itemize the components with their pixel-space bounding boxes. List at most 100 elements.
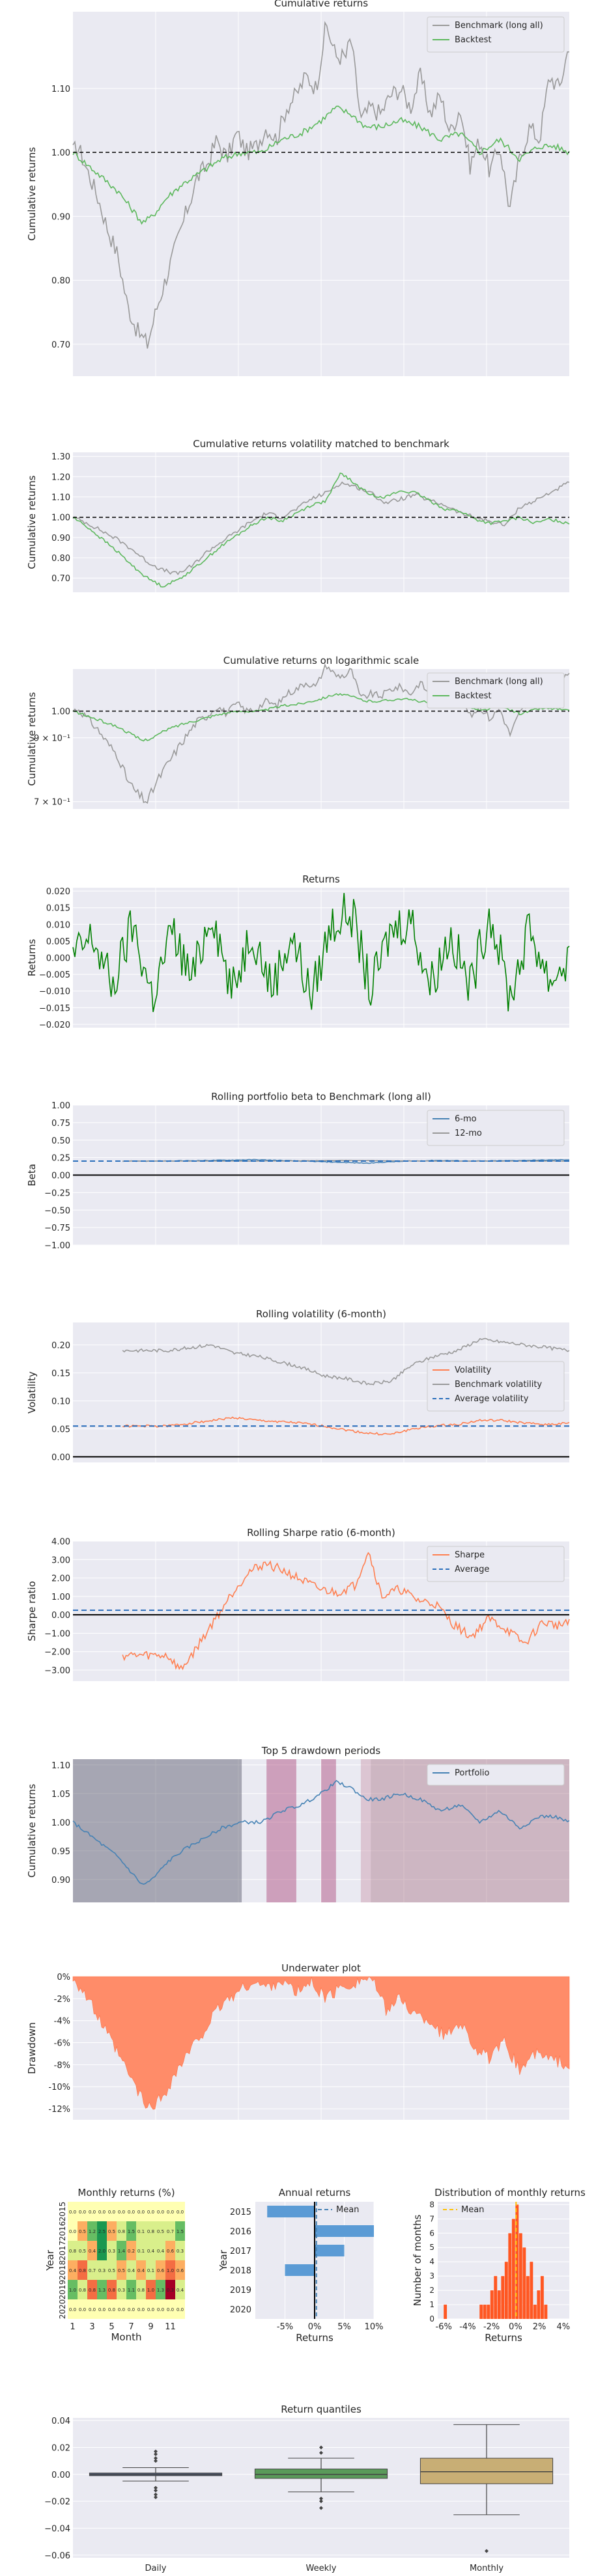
histogram-bar (530, 2262, 533, 2319)
heatmap-cell (117, 2299, 126, 2319)
y-tick-label: 0.00 (51, 1172, 70, 1181)
legend-box (427, 1361, 565, 1412)
x-tick-label: 11 (165, 2322, 176, 2332)
drawdown-period (73, 1759, 242, 1902)
y-tick-label: 0.50 (51, 1136, 70, 1146)
y-tick-label: 2019 (58, 2280, 67, 2300)
heatmap-cell-label: 0.0 (69, 2210, 76, 2215)
heatmap-cell (136, 2299, 146, 2319)
y-tick-label: −0.02 (44, 2497, 70, 2507)
y-tick-label: −1.00 (44, 1629, 70, 1639)
heatmap-cell-label: 0.0 (79, 2210, 86, 2215)
x-tick-label: 1 (70, 2322, 75, 2332)
chart-title: Return quantiles (281, 2404, 362, 2415)
y-tick-label: 4.00 (51, 1537, 70, 1547)
heatmap-cell (117, 2280, 126, 2299)
x-axis-label: Returns (485, 2332, 522, 2344)
histogram-bar (511, 2219, 515, 2319)
x-axis-label: Returns (296, 2332, 333, 2344)
heatmap-cell (78, 2241, 87, 2260)
heatmap-cell (146, 2202, 156, 2221)
x-axis-label: Month (111, 2331, 141, 2343)
histogram-bar (526, 2276, 530, 2319)
chart-title: Distribution of monthly returns (434, 2187, 586, 2199)
heatmap-cell-label: 1.3 (98, 2288, 106, 2293)
chart-returns: −0.020 −0.015 −0.010 −0.005 0.000 0.005 0.010 0… (26, 873, 570, 1030)
drawdown-period (321, 1759, 336, 1902)
chart-title: Rolling volatility (6-month) (256, 1308, 386, 1320)
y-tick-label: 0.15 (51, 1369, 70, 1378)
y-tick-label: −0.010 (39, 987, 70, 997)
series-line-sharpe (122, 1552, 570, 1671)
legend-label: Benchmark volatility (455, 1380, 542, 1390)
heatmap-cell-label: 0.0 (108, 2210, 115, 2215)
x-tick-label: -4% (459, 2322, 475, 2332)
chart-title: Cumulative returns volatility matched to… (193, 438, 449, 450)
heatmap-cell (97, 2299, 107, 2319)
y-tick-label: -8% (54, 2061, 70, 2070)
heatmap-cell (156, 2299, 165, 2319)
heatmap-cell-label: 0.4 (177, 2288, 184, 2293)
heatmap-cell (165, 2241, 175, 2260)
chart-vol_matched: 0.70 0.80 0.90 1.00 1.10 1.20 1.30 Cumulative r… (26, 438, 570, 592)
y-axis-label: Cumulative returns (26, 1784, 38, 1878)
legend-label: Sharpe (455, 1550, 485, 1560)
y-tick-label: −3.00 (44, 1666, 70, 1676)
heatmap-cell-label: 0.1 (147, 2268, 154, 2273)
y-tick-label: 7 (429, 2214, 434, 2223)
y-tick-label: 0% (57, 1973, 70, 1982)
y-tick-label: 8 (429, 2200, 434, 2209)
y-tick-label: 5 (429, 2243, 434, 2252)
outlier-marker (154, 2449, 158, 2454)
heatmap-cell (156, 2280, 165, 2299)
y-tick-label: 0.75 (51, 1119, 70, 1129)
y-tick-label: 0.010 (46, 920, 70, 930)
y-tick-label: 4 (429, 2257, 434, 2266)
heatmap-cell-label: 0.0 (98, 2210, 106, 2215)
heatmap-cell (156, 2202, 165, 2221)
histogram-bar (522, 2247, 526, 2319)
heatmap-cell (87, 2241, 97, 2260)
outlier-marker (485, 2549, 489, 2553)
y-tick-label: 0.000 (46, 954, 70, 964)
chart-cum_returns: 0.70 0.80 0.90 1.00 1.10 Cumulative returns Cu… (26, 0, 570, 376)
chart-title: Underwater plot (281, 1962, 361, 1974)
heatmap-cell (165, 2221, 175, 2241)
x-tick-label: 5% (337, 2322, 351, 2332)
series-line-volatility (122, 1416, 570, 1436)
heatmap-cell-label: 0.0 (167, 2210, 174, 2215)
histogram-bar (483, 2305, 487, 2319)
y-tick-label: 0.04 (51, 2417, 70, 2426)
y-tick-label: 1.10 (51, 85, 70, 94)
heatmap-cell (117, 2221, 126, 2241)
chart-title: Cumulative returns on logarithmic scale (223, 655, 419, 666)
heatmap-cell-label: 0.8 (79, 2288, 86, 2293)
heatmap-cell-label: 2.5 (98, 2229, 106, 2234)
y-tick-label: 0.95 (51, 1847, 70, 1857)
heatmap-cell (107, 2260, 117, 2280)
y-tick-label: 1.30 (51, 452, 70, 462)
histogram-bar (515, 2204, 519, 2319)
legend-box (427, 1546, 565, 1582)
y-axis-label: Cumulative returns (26, 475, 38, 569)
histogram-bar (540, 2276, 544, 2319)
chart-monthly-distribution: 0 1 2 3 4 5 6 7 8 -6% -4% -2% 0% 2% 4% Mean Distribution… (412, 2187, 586, 2344)
heatmap-cell (68, 2241, 78, 2260)
heatmap-cell-label: 0.0 (147, 2307, 154, 2312)
y-axis-label: Number of months (412, 2214, 423, 2306)
y-tick-label: 2018 (58, 2260, 67, 2281)
annual-return-bar (267, 2206, 315, 2217)
heatmap-cell (146, 2241, 156, 2260)
heatmap-cell-label: 1.2 (89, 2229, 96, 2234)
heatmap-cell-label: 0.5 (108, 2229, 115, 2234)
y-tick-label: -6% (54, 2039, 70, 2049)
chart-cum_log: 7 × 10⁻¹ 9 × 10⁻¹ 1.00 Cumulative returns o… (26, 655, 570, 809)
series-line-backtest (72, 692, 570, 742)
legend-label: 6-mo (455, 1114, 477, 1124)
drawdown-period (266, 1759, 296, 1902)
heatmap-cell (126, 2299, 136, 2319)
y-tick-label: 1.00 (51, 1101, 70, 1111)
outlier-marker (154, 2452, 158, 2456)
y-tick-label: 7 × 10⁻¹ (34, 798, 70, 808)
chart-rolling_vol: 0.00 0.05 0.10 0.15 0.20 Rolling volatility (… (26, 1308, 570, 1462)
